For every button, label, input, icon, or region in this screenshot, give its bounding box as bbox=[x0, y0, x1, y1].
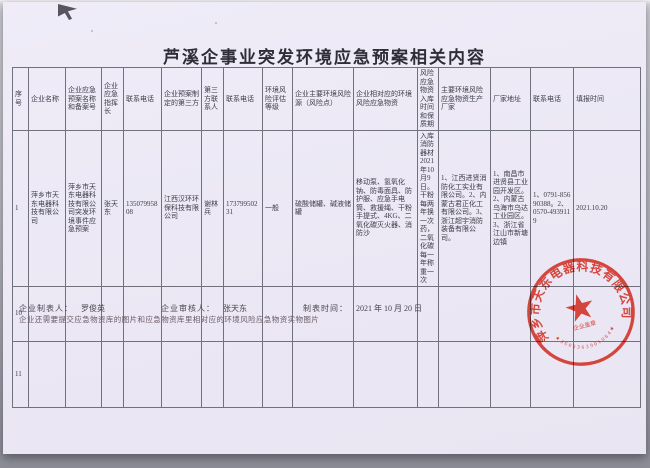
seal-center-text: 企业盖章 bbox=[572, 319, 597, 333]
seal-ring bbox=[527, 258, 635, 366]
header-cell: 企业主要环境风险源（风险点） bbox=[292, 67, 354, 131]
header-cell: 风险应急物资入库时间和保质期 bbox=[417, 67, 439, 131]
cell-manufacturers: 1、江西进贤消防化工实业有限公司。2、内蒙古君正化工有限公司。3、浙江超宇消防装… bbox=[438, 129, 491, 287]
header-cell: 第三方联系人 bbox=[201, 67, 224, 131]
cell-third-party-contact: 谢林兵 bbox=[201, 129, 224, 287]
header-cell: 企业相对应的环境风险应急物资 bbox=[353, 67, 418, 131]
cell-serial: 1 bbox=[12, 129, 29, 287]
seal-company-text: 萍乡市天东电器科技有限公司 bbox=[523, 254, 637, 346]
maker-label: 企业制表人： bbox=[19, 304, 73, 313]
cell bbox=[438, 285, 491, 342]
cell bbox=[223, 340, 263, 408]
cell bbox=[161, 340, 202, 408]
table-date: 制表时间： 2021 年 10 月 20 日 bbox=[303, 303, 422, 314]
cell bbox=[123, 340, 162, 408]
cell bbox=[262, 340, 293, 408]
cell-third-party: 江西汉环环保科技有限公司 bbox=[161, 129, 202, 287]
cell bbox=[28, 340, 66, 408]
cell bbox=[65, 340, 102, 408]
cell bbox=[353, 340, 418, 408]
header-cell: 序号 bbox=[12, 67, 29, 131]
cell bbox=[292, 340, 354, 408]
plans-table: 序号 企业名称 企业应急预案名称和备案号 企业应急指挥长 联系电话 企业预案制定… bbox=[12, 67, 641, 408]
table-maker: 企业制表人： 罗俊英 bbox=[19, 303, 105, 314]
cell-storage-time: 入库消防器材2021年10月9日。干粉每两年换一次药，二氧化碳每一年称重一次 bbox=[417, 129, 439, 287]
cell-phone: 17379950231 bbox=[223, 129, 263, 287]
header-cell: 联系电话 bbox=[123, 67, 162, 131]
paper-speck bbox=[215, 22, 217, 24]
cell-serial: 11 bbox=[12, 340, 29, 408]
table-row: 1 萍乡市天东电器科技有限公司 萍乡市天东电器科技有限公司突发环境事件应急预案 … bbox=[12, 129, 641, 287]
cell-phone: 13507995808 bbox=[123, 129, 162, 287]
table-row: 11 bbox=[12, 340, 641, 408]
header-cell: 联系电话 bbox=[530, 67, 574, 131]
cell bbox=[101, 340, 124, 408]
cell-risk-sources: 硫酸储罐、碱液储罐 bbox=[292, 129, 354, 287]
cell bbox=[201, 340, 224, 408]
header-cell: 填报时间 bbox=[573, 67, 641, 131]
page-title: 芦溪企事业突发环境应急预案相关内容 bbox=[163, 48, 486, 67]
footer-note: 企业还需要提交应急物资库的图片和应急物资库里相对应的环境风险应急物资实物图片 bbox=[19, 315, 320, 324]
mouse-cursor bbox=[58, 4, 77, 20]
date-value: 2021 年 10 月 20 日 bbox=[356, 304, 422, 313]
cell bbox=[573, 340, 641, 408]
header-cell: 企业应急指挥长 bbox=[101, 67, 124, 131]
table-row: 10 bbox=[12, 285, 641, 342]
header-cell: 厂家地址 bbox=[490, 67, 531, 131]
cell bbox=[417, 340, 439, 408]
cell-emergency-supplies: 移动泵、氢氧化钠、防毒面具、防护服、应急手电筒、救援绳、干粉手提式、4KG、二氧… bbox=[353, 129, 418, 287]
header-row: 序号 企业名称 企业应急预案名称和备案号 企业应急指挥长 联系电话 企业预案制定… bbox=[12, 67, 641, 131]
cell-plan-name: 萍乡市天东电器科技有限公司突发环境事件应急预案 bbox=[65, 129, 102, 287]
paper-sheet: 芦溪企事业突发环境应急预案相关内容 序号 企业名称 企业应急预案名称和备案号 企… bbox=[3, 2, 646, 454]
header-cell: 联系电话 bbox=[223, 67, 263, 131]
paper-speck bbox=[91, 30, 93, 32]
table-auditor: 企业审核人： 张天东 bbox=[161, 303, 247, 314]
cell bbox=[530, 340, 574, 408]
cell bbox=[438, 340, 491, 408]
company-seal: 萍乡市天东电器科技有限公司 企业盖章 ★3603363901084★ bbox=[523, 254, 637, 366]
auditor-name: 张天东 bbox=[223, 304, 247, 313]
header-cell: 企业预案制定的第三方 bbox=[161, 67, 202, 131]
header-cell: 主要环境风险应急物资生产厂家 bbox=[438, 67, 491, 131]
cell-risk-level: 一般 bbox=[262, 129, 293, 287]
cell bbox=[490, 285, 531, 342]
cell bbox=[292, 285, 354, 342]
header-cell: 环境风险评估等级 bbox=[262, 67, 293, 131]
auditor-label: 企业审核人： bbox=[161, 304, 215, 313]
header-cell: 企业名称 bbox=[28, 67, 66, 131]
date-label: 制表时间： bbox=[303, 304, 348, 313]
star-icon bbox=[565, 294, 593, 322]
maker-name: 罗俊英 bbox=[81, 304, 105, 313]
cell-commander: 张天东 bbox=[101, 129, 124, 287]
header-cell: 企业应急预案名称和备案号 bbox=[65, 67, 102, 131]
cell-company: 萍乡市天东电器科技有限公司 bbox=[28, 129, 66, 287]
